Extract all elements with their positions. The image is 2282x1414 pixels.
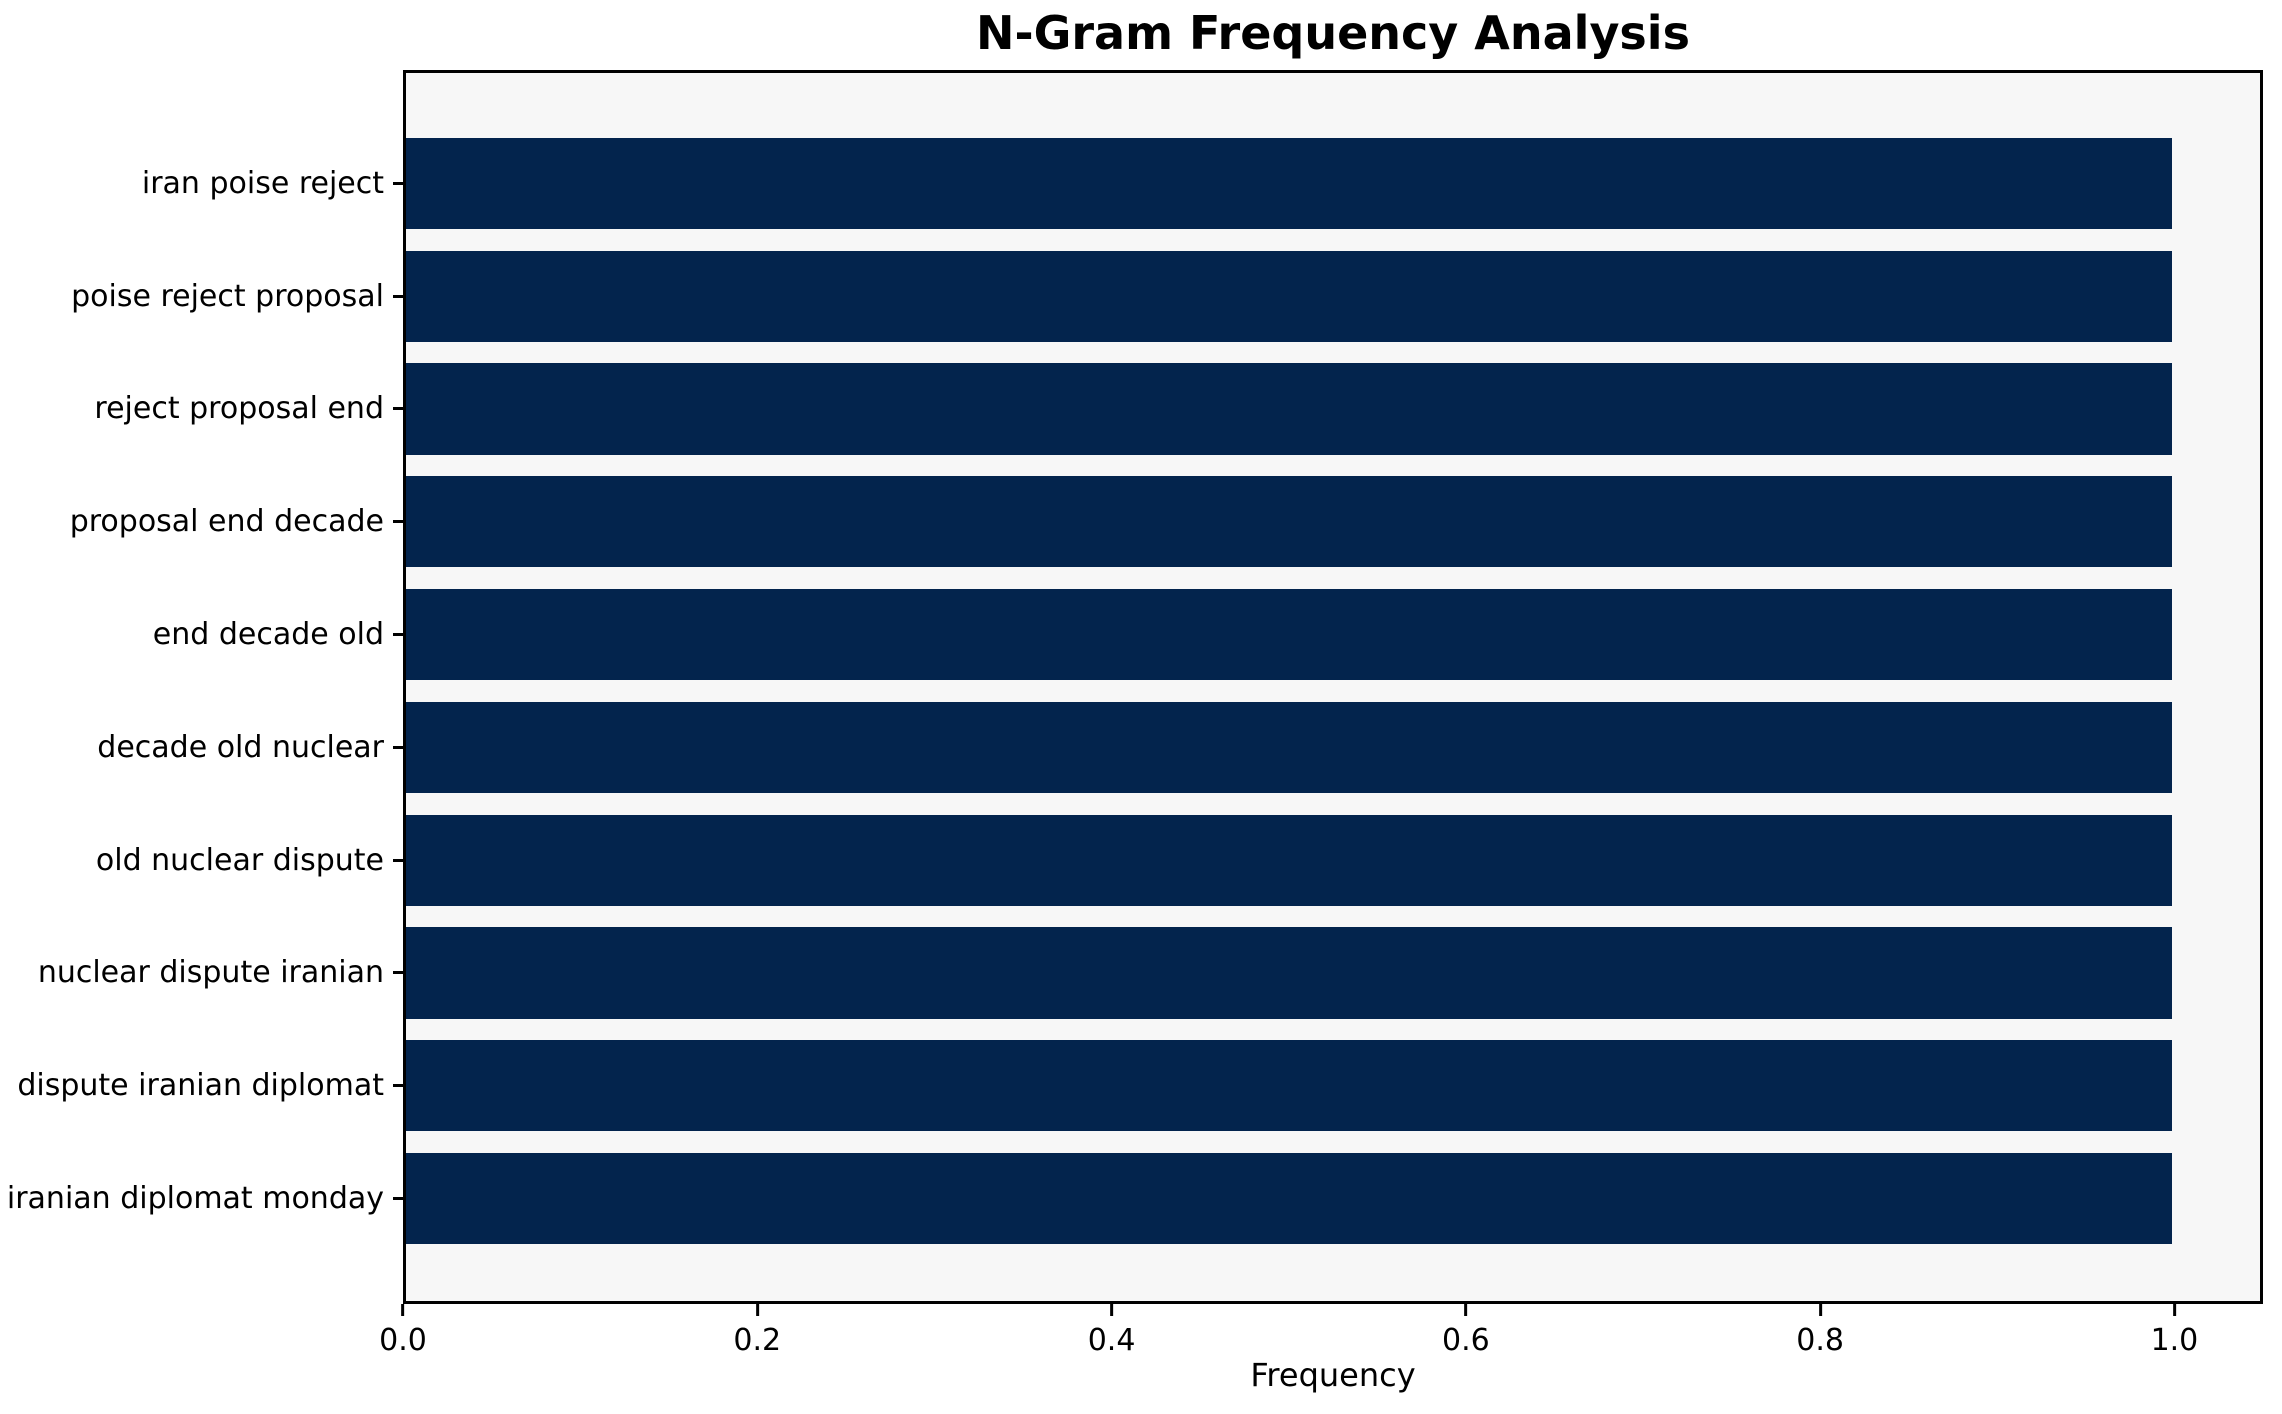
y-tick: iran poise reject bbox=[0, 127, 403, 240]
x-tick-mark bbox=[1818, 1304, 1822, 1316]
chart-title: N-Gram Frequency Analysis bbox=[976, 6, 1690, 60]
bar-row bbox=[406, 917, 2260, 1030]
y-tick-label: decade old nuclear bbox=[97, 729, 384, 765]
y-tick: end decade old bbox=[0, 578, 403, 691]
bar-row bbox=[406, 1142, 2260, 1255]
x-tick-label: 0.6 bbox=[1441, 1323, 1490, 1358]
x-tick: 0.0 bbox=[379, 1304, 427, 1358]
y-tick-mark bbox=[393, 181, 403, 185]
y-tick-label: iranian diplomat monday bbox=[6, 1181, 384, 1217]
x-tick-mark bbox=[1464, 1304, 1468, 1316]
y-tick: reject proposal end bbox=[0, 353, 403, 466]
y-tick-mark bbox=[393, 1084, 403, 1088]
bar-row bbox=[406, 1029, 2260, 1142]
bar bbox=[406, 476, 2172, 568]
x-tick-mark bbox=[1110, 1304, 1114, 1316]
x-tick-label: 0.2 bbox=[733, 1323, 782, 1358]
y-tick-mark bbox=[393, 1197, 403, 1201]
y-tick-mark bbox=[393, 520, 403, 524]
bar-row bbox=[406, 127, 2260, 240]
bar bbox=[406, 137, 2172, 230]
x-tick-mark bbox=[2172, 1304, 2176, 1316]
y-tick: decade old nuclear bbox=[0, 691, 403, 804]
y-axis: iran poise reject poise reject proposal re… bbox=[0, 70, 403, 1304]
y-tick: proposal end decade bbox=[0, 465, 403, 578]
x-tick-label: 0.0 bbox=[379, 1323, 427, 1358]
y-tick-label: dispute iranian diplomat bbox=[17, 1068, 384, 1104]
y-tick-mark bbox=[393, 633, 403, 637]
bar bbox=[406, 1040, 2172, 1132]
x-tick-mark bbox=[755, 1304, 759, 1316]
bar-row bbox=[406, 804, 2260, 917]
bar bbox=[406, 1152, 2172, 1245]
bar-row bbox=[406, 578, 2260, 691]
x-tick: 0.2 bbox=[733, 1304, 781, 1358]
y-tick-mark bbox=[393, 745, 403, 749]
x-tick-mark bbox=[401, 1304, 405, 1316]
bar bbox=[406, 250, 2172, 342]
y-tick: dispute iranian diplomat bbox=[0, 1029, 403, 1142]
y-tick-label: iran poise reject bbox=[141, 165, 384, 201]
y-tick-mark bbox=[393, 407, 403, 411]
y-tick-label: proposal end decade bbox=[69, 504, 384, 540]
y-tick: old nuclear dispute bbox=[0, 804, 403, 917]
y-tick-label: old nuclear dispute bbox=[95, 842, 384, 878]
y-tick-label: reject proposal end bbox=[94, 391, 384, 427]
y-tick-label: poise reject proposal bbox=[71, 278, 384, 314]
y-tick-mark bbox=[393, 294, 403, 298]
bar bbox=[406, 588, 2172, 681]
bar-row bbox=[406, 691, 2260, 804]
x-tick: 0.4 bbox=[1087, 1304, 1136, 1358]
x-tick: 0.8 bbox=[1796, 1304, 1844, 1358]
x-tick-label: 1.0 bbox=[2150, 1323, 2199, 1358]
x-tick: 0.6 bbox=[1442, 1304, 1490, 1358]
x-axis-title: Frequency bbox=[1250, 1356, 1416, 1394]
bar-rows bbox=[406, 73, 2260, 1301]
bar-row bbox=[406, 240, 2260, 353]
x-axis: 0.0 0.2 0.4 0.6 0.8 1.0 bbox=[379, 1304, 2263, 1374]
x-tick-label: 0.4 bbox=[1087, 1323, 1136, 1358]
bar bbox=[406, 701, 2172, 794]
y-tick-mark bbox=[393, 971, 403, 975]
bar bbox=[406, 814, 2172, 906]
bar-row bbox=[406, 465, 2260, 578]
y-tick-label: nuclear dispute iranian bbox=[37, 955, 384, 991]
y-tick: nuclear dispute iranian bbox=[0, 917, 403, 1030]
y-tick: iranian diplomat monday bbox=[0, 1142, 403, 1255]
y-tick-mark bbox=[393, 858, 403, 862]
plot-area bbox=[403, 70, 2263, 1304]
bar bbox=[406, 927, 2172, 1019]
x-tick-label: 0.8 bbox=[1796, 1323, 1844, 1358]
y-tick-label: end decade old bbox=[152, 617, 384, 653]
y-tick: poise reject proposal bbox=[0, 240, 403, 353]
bar bbox=[406, 363, 2172, 455]
x-tick: 1.0 bbox=[2150, 1304, 2199, 1358]
bar-row bbox=[406, 353, 2260, 466]
